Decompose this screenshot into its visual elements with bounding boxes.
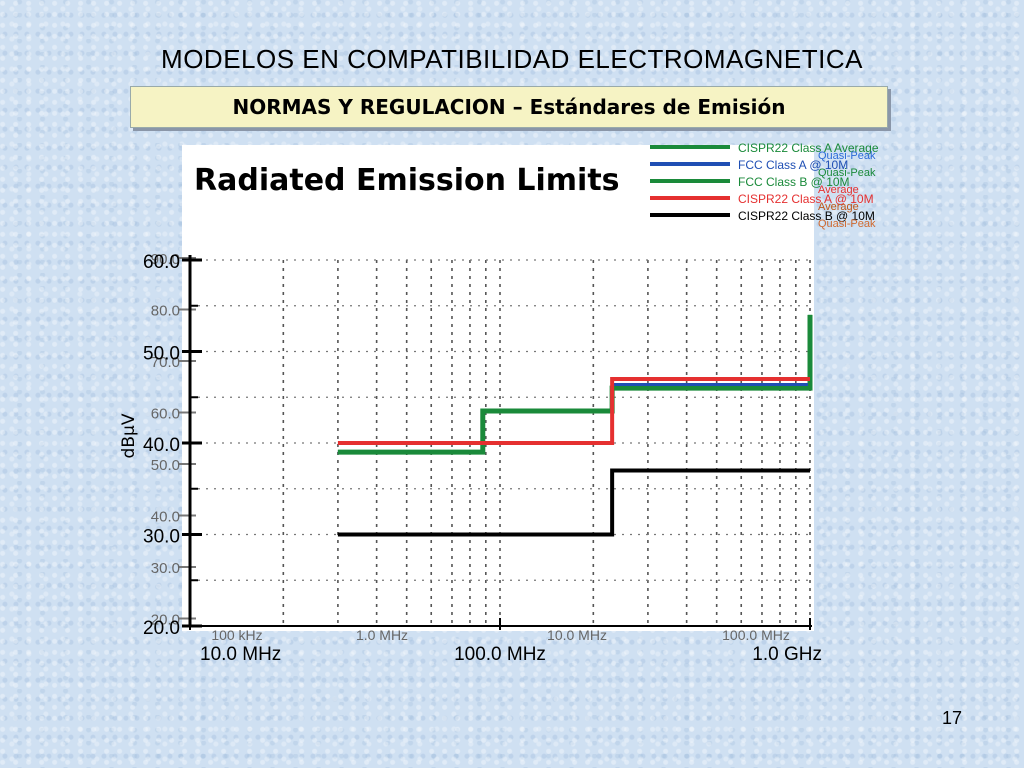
y-tick-label: 40.0: [143, 435, 180, 456]
x-tick-label: 10.0 MHz: [200, 644, 281, 665]
chart-title: Radiated Emission Limits: [194, 163, 620, 198]
legend-label: CISPR22 Class A @ 10M: [738, 192, 874, 206]
legend-overlay-label: Average: [818, 184, 859, 196]
y-tick-label: 60.0: [143, 252, 180, 273]
ghost-x-tick-label: 1.0 MHz: [356, 627, 408, 643]
slide-subtitle: NORMAS Y REGULACION – Estándares de Emis…: [232, 95, 786, 119]
legend-label: CISPR22 Class B @ 10M: [738, 209, 875, 223]
x-tick-label: 1.0 GHz: [752, 644, 822, 665]
legend-label: CISPR22 Class A Average: [738, 141, 879, 155]
y-tick-label: 50.0: [143, 344, 180, 365]
page-number: 17: [941, 708, 962, 728]
ghost-y-tick-label: 20.0: [151, 612, 180, 629]
y-axis-label: dBµV: [119, 413, 139, 458]
legend-overlay-label: Quasi-Peak: [818, 218, 876, 230]
ghost-x-tick-label: 10.0 MHz: [547, 627, 607, 643]
ghost-x-tick-label: 100.0 MHz: [722, 627, 790, 643]
ghost-y-tick-label: 40.0: [151, 509, 180, 526]
y-axis-ticks: 60.050.040.030.020.0: [143, 252, 202, 639]
ghost-axis-layer: 90.0 80.0 70.0 60.0 50.0 40.0 30.0 20.0 100 kHz 1…: [151, 251, 790, 643]
series-line: [337, 376, 810, 445]
ghost-y-tick-label: 80.0: [151, 303, 180, 320]
legend-overlay-label: Quasi-Peak: [818, 150, 876, 162]
slide-title: MODELOS EN COMPATIBILIDAD ELECTROMAGNETI…: [161, 44, 863, 74]
legend-overlay-label: Quasi-Peak: [818, 167, 876, 179]
x-tick-label: 100.0 MHz: [454, 644, 546, 665]
ghost-y-tick-label: 70.0: [151, 354, 180, 371]
ghost-y-tick-label: 30.0: [151, 560, 180, 577]
legend: CISPR22 Class A Average FCC Class A @ 10M…: [650, 141, 879, 230]
legend-overlay-label: Average: [818, 201, 859, 213]
ghost-x-tick-label: 100 kHz: [211, 627, 262, 643]
ghost-y-tick-label: 50.0: [151, 457, 180, 474]
series-line: [337, 468, 810, 537]
legend-label: FCC Class B @ 10M: [738, 175, 850, 189]
y-tick-label: 20.0: [143, 618, 180, 639]
legend-label: FCC Class A @ 10M: [738, 158, 848, 172]
x-axis-ticks: 10.0 MHz 100.0 MHz 1.0 GHz: [189, 618, 822, 665]
ghost-y-tick-label: 60.0: [151, 406, 180, 423]
series-layer: [337, 314, 813, 537]
grid-layer: [190, 259, 811, 627]
y-tick-label: 30.0: [143, 527, 180, 548]
ghost-y-tick-label: 90.0: [151, 251, 180, 268]
subtitle-box: NORMAS Y REGULACION – Estándares de Emis…: [130, 86, 888, 128]
